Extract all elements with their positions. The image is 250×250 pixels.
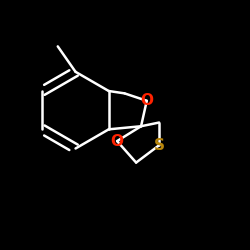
Text: S: S — [154, 138, 164, 153]
Text: O: O — [110, 134, 124, 148]
Text: O: O — [140, 93, 153, 108]
